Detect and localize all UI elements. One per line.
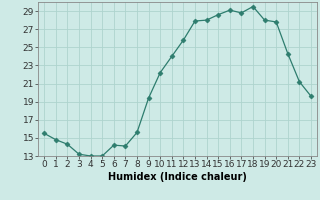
X-axis label: Humidex (Indice chaleur): Humidex (Indice chaleur) xyxy=(108,172,247,182)
